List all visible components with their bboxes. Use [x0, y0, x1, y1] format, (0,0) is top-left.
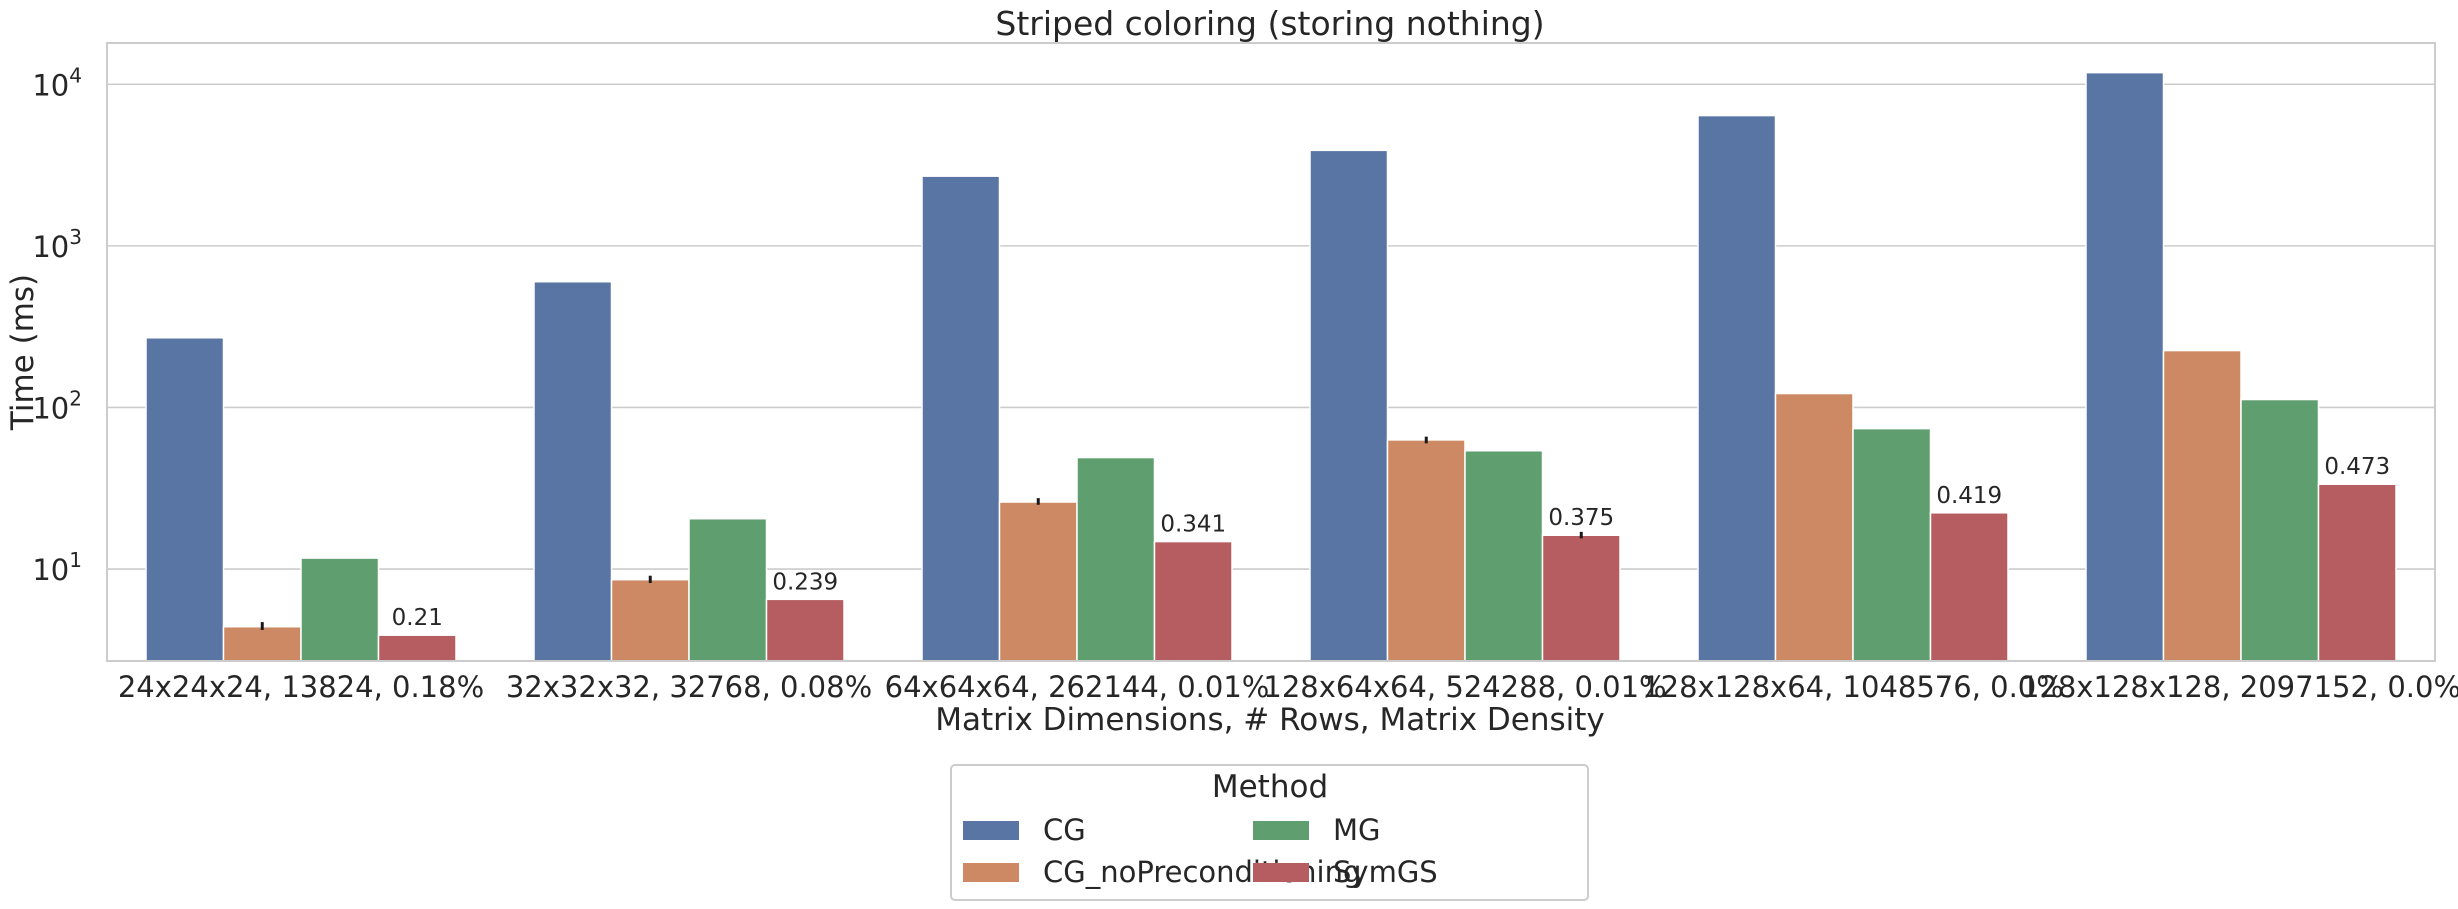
bar-cg-nopreconditioning: [2162, 349, 2242, 662]
legend-swatch-symgs: [1253, 863, 1309, 882]
bar-symgs: [377, 634, 457, 662]
legend-swatch-cg-nopreconditioning: [963, 863, 1019, 882]
bar-mg: [2240, 398, 2320, 662]
bar-symgs: [1541, 534, 1621, 662]
bar-cg: [921, 175, 1001, 662]
legend-label: CG_noPreconditioning: [1043, 855, 1361, 889]
y-axis-label: Time (ms): [5, 274, 41, 431]
data-label: 0.21: [392, 605, 443, 631]
bar-cg-nopreconditioning: [610, 578, 690, 662]
bars: [145, 71, 2397, 662]
x-tick-label: 64x64x64, 262144, 0.01%: [885, 670, 1270, 704]
bar-cg-nopreconditioning: [998, 501, 1078, 662]
bar-mg: [300, 557, 380, 662]
data-label: 0.375: [1548, 505, 1614, 531]
bar-cg: [533, 280, 613, 662]
bar-cg-nopreconditioning: [1774, 392, 1854, 662]
legend-label: MG: [1333, 813, 1381, 847]
error-bars: [260, 436, 1583, 630]
data-label: 0.239: [772, 569, 838, 595]
x-axis-label: Matrix Dimensions, # Rows, Matrix Densit…: [935, 702, 1605, 738]
bar-cg-nopreconditioning: [222, 625, 302, 662]
data-label: 0.341: [1160, 512, 1226, 538]
legend-items: CG CG_noPreconditioning MG SymGS: [963, 813, 1438, 889]
data-label: 0.473: [2324, 454, 2390, 480]
bar-symgs: [2317, 483, 2397, 662]
bar-symgs: [1153, 540, 1233, 662]
legend-swatch-mg: [1253, 821, 1309, 840]
data-labels: 0.21 0.239 0.341 0.375 0.419 0.473: [392, 454, 2391, 631]
x-tick-label: 24x24x24, 13824, 0.18%: [118, 670, 484, 704]
legend-label: SymGS: [1333, 855, 1438, 889]
x-tick-label: 128x64x64, 524288, 0.01%: [1263, 670, 1666, 704]
x-tick-labels: 24x24x24, 13824, 0.18% 32x32x32, 32768, 0…: [118, 670, 2458, 704]
legend-title: Method: [1212, 769, 1328, 805]
bar-symgs: [1929, 512, 2009, 662]
plot-frame: [106, 42, 2436, 662]
bar-mg: [688, 517, 768, 662]
bar-symgs: [765, 598, 845, 662]
bar-mg: [1076, 456, 1156, 662]
bar-cg-nopreconditioning: [1386, 439, 1466, 662]
legend-label: CG: [1043, 813, 1086, 847]
legend-swatch-cg: [963, 821, 1019, 840]
data-label: 0.419: [1936, 483, 2002, 509]
y-tick-label: 101: [32, 548, 82, 587]
bar-mg: [1464, 449, 1544, 662]
y-tick-label: 103: [32, 225, 82, 264]
x-tick-label: 128x128x128, 2097152, 0.0%: [2021, 670, 2458, 704]
bar-mg: [1852, 427, 1932, 662]
y-tick-label: 104: [32, 63, 82, 102]
bar-cg: [1309, 149, 1389, 662]
bar-cg: [2085, 71, 2165, 662]
chart-title: Striped coloring (storing nothing): [995, 4, 1544, 43]
bar-cg: [145, 337, 225, 662]
legend: Method CG CG_noPreconditioning MG SymGS: [950, 764, 1589, 901]
x-tick-label: 128x128x64, 1048576, 0.0%: [1642, 670, 2064, 704]
bar-cg: [1697, 114, 1777, 662]
x-tick-label: 32x32x32, 32768, 0.08%: [506, 670, 872, 704]
gridlines: [107, 83, 2435, 570]
